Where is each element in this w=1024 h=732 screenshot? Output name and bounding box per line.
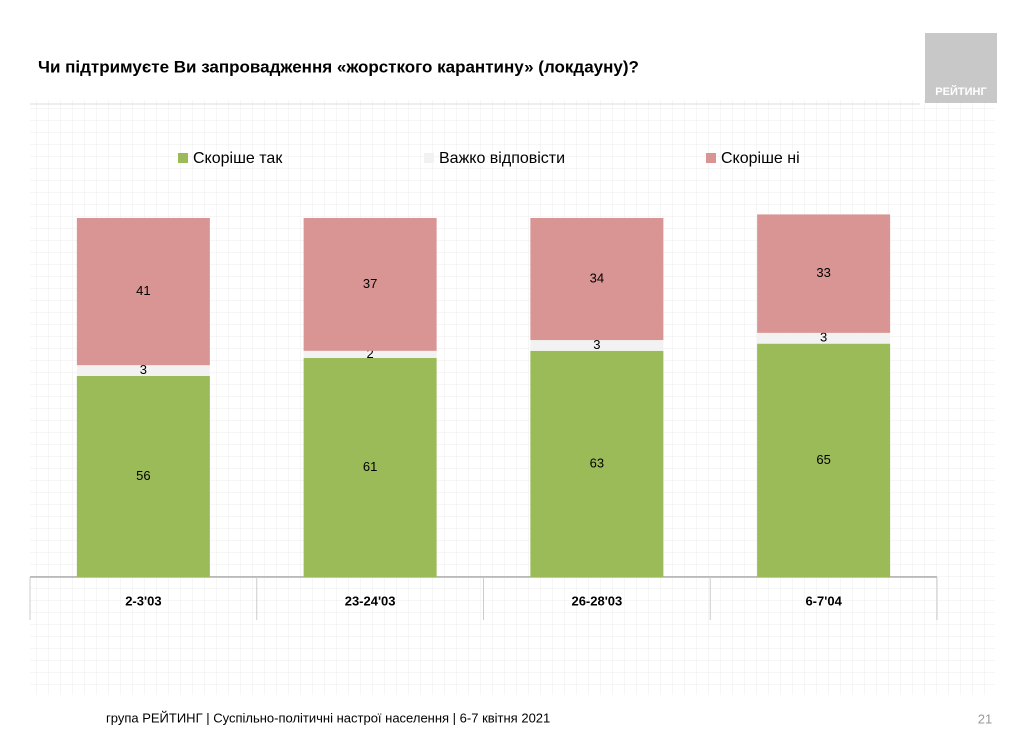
data-label: 37 — [363, 276, 377, 291]
legend-swatch — [424, 153, 434, 163]
data-label: 3 — [593, 337, 600, 352]
logo-box — [925, 33, 997, 103]
data-label: 56 — [136, 468, 150, 483]
bar-segment — [76, 218, 210, 366]
bar-segment — [530, 340, 664, 351]
legend-label: Скоріше так — [193, 150, 283, 167]
chart-title: Чи підтримуєте Ви запровадження «жорстко… — [38, 57, 639, 76]
data-label: 2 — [367, 346, 374, 361]
data-label: 63 — [590, 455, 604, 470]
logo-text: РЕЙТИНГ — [935, 85, 987, 98]
legend-swatch — [178, 153, 188, 163]
bar-segment — [530, 218, 664, 341]
legend-swatch — [706, 153, 716, 163]
x-tick-label: 26-28'03 — [571, 593, 622, 608]
legend-label: Скоріше ні — [721, 150, 800, 167]
bar-segment — [530, 350, 664, 577]
bar-segment — [76, 365, 210, 376]
data-label: 33 — [816, 265, 830, 280]
page-number: 21 — [978, 711, 992, 726]
x-tick-label: 2-3'03 — [125, 593, 161, 608]
footer: група РЕЙТИНГ | Суспільно-політичні наст… — [106, 710, 550, 725]
data-label: 3 — [140, 362, 147, 377]
bar-segment — [303, 358, 437, 577]
x-tick-label: 23-24'03 — [345, 593, 396, 608]
data-label: 34 — [590, 270, 604, 285]
data-label: 61 — [363, 459, 377, 474]
data-label: 3 — [820, 330, 827, 345]
bar-segment — [757, 332, 891, 344]
bar-segment — [76, 375, 210, 577]
data-label: 65 — [816, 452, 830, 467]
bar-segment — [757, 214, 891, 333]
bar-segment — [757, 343, 891, 577]
bar-segment — [303, 218, 437, 351]
bar-segment — [303, 350, 437, 359]
data-label: 41 — [136, 283, 150, 298]
x-tick-label: 6-7'04 — [805, 593, 842, 608]
legend-label: Важко відповісти — [439, 150, 565, 167]
